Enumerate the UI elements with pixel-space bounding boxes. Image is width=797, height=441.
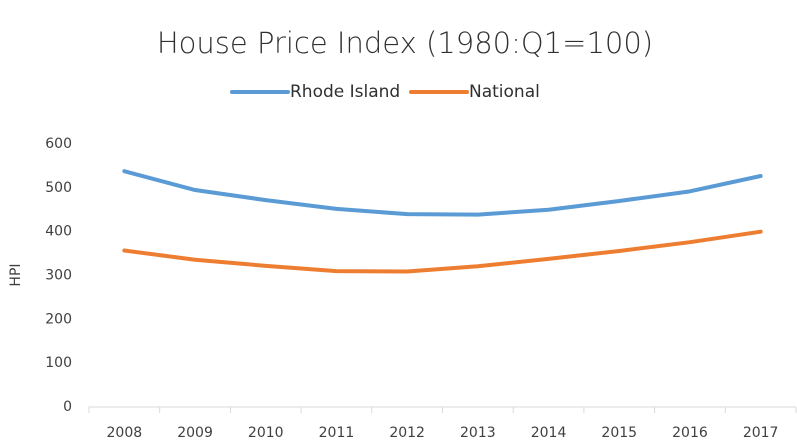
y-tick-label: 100 bbox=[45, 355, 72, 371]
x-tick-label: 2017 bbox=[743, 425, 779, 441]
y-tick-label: 200 bbox=[45, 311, 72, 327]
y-tick-label: 0 bbox=[63, 399, 72, 415]
y-tick-label: 600 bbox=[45, 136, 72, 152]
legend-label: National bbox=[469, 82, 540, 102]
series-line bbox=[122, 169, 763, 217]
x-tick-label: 2009 bbox=[177, 425, 213, 441]
x-tick-label: 2012 bbox=[389, 425, 425, 441]
y-tick-label: 500 bbox=[45, 180, 72, 196]
x-tick-label: 2015 bbox=[601, 425, 637, 441]
x-tick-label: 2011 bbox=[319, 425, 355, 441]
x-tick-label: 2014 bbox=[531, 425, 567, 441]
legend-label: Rhode Island bbox=[290, 82, 400, 102]
y-axis-label: HPI bbox=[8, 263, 24, 286]
chart-title: House Price Index (1980:Q1=100) bbox=[157, 26, 653, 60]
series-line bbox=[122, 229, 763, 274]
y-tick-label: 400 bbox=[45, 224, 72, 240]
y-tick-label: 300 bbox=[45, 268, 72, 284]
x-tick-label: 2010 bbox=[248, 425, 284, 441]
x-tick-label: 2016 bbox=[672, 425, 708, 441]
x-tick-label: 2008 bbox=[107, 425, 143, 441]
x-tick-label: 2013 bbox=[460, 425, 496, 441]
